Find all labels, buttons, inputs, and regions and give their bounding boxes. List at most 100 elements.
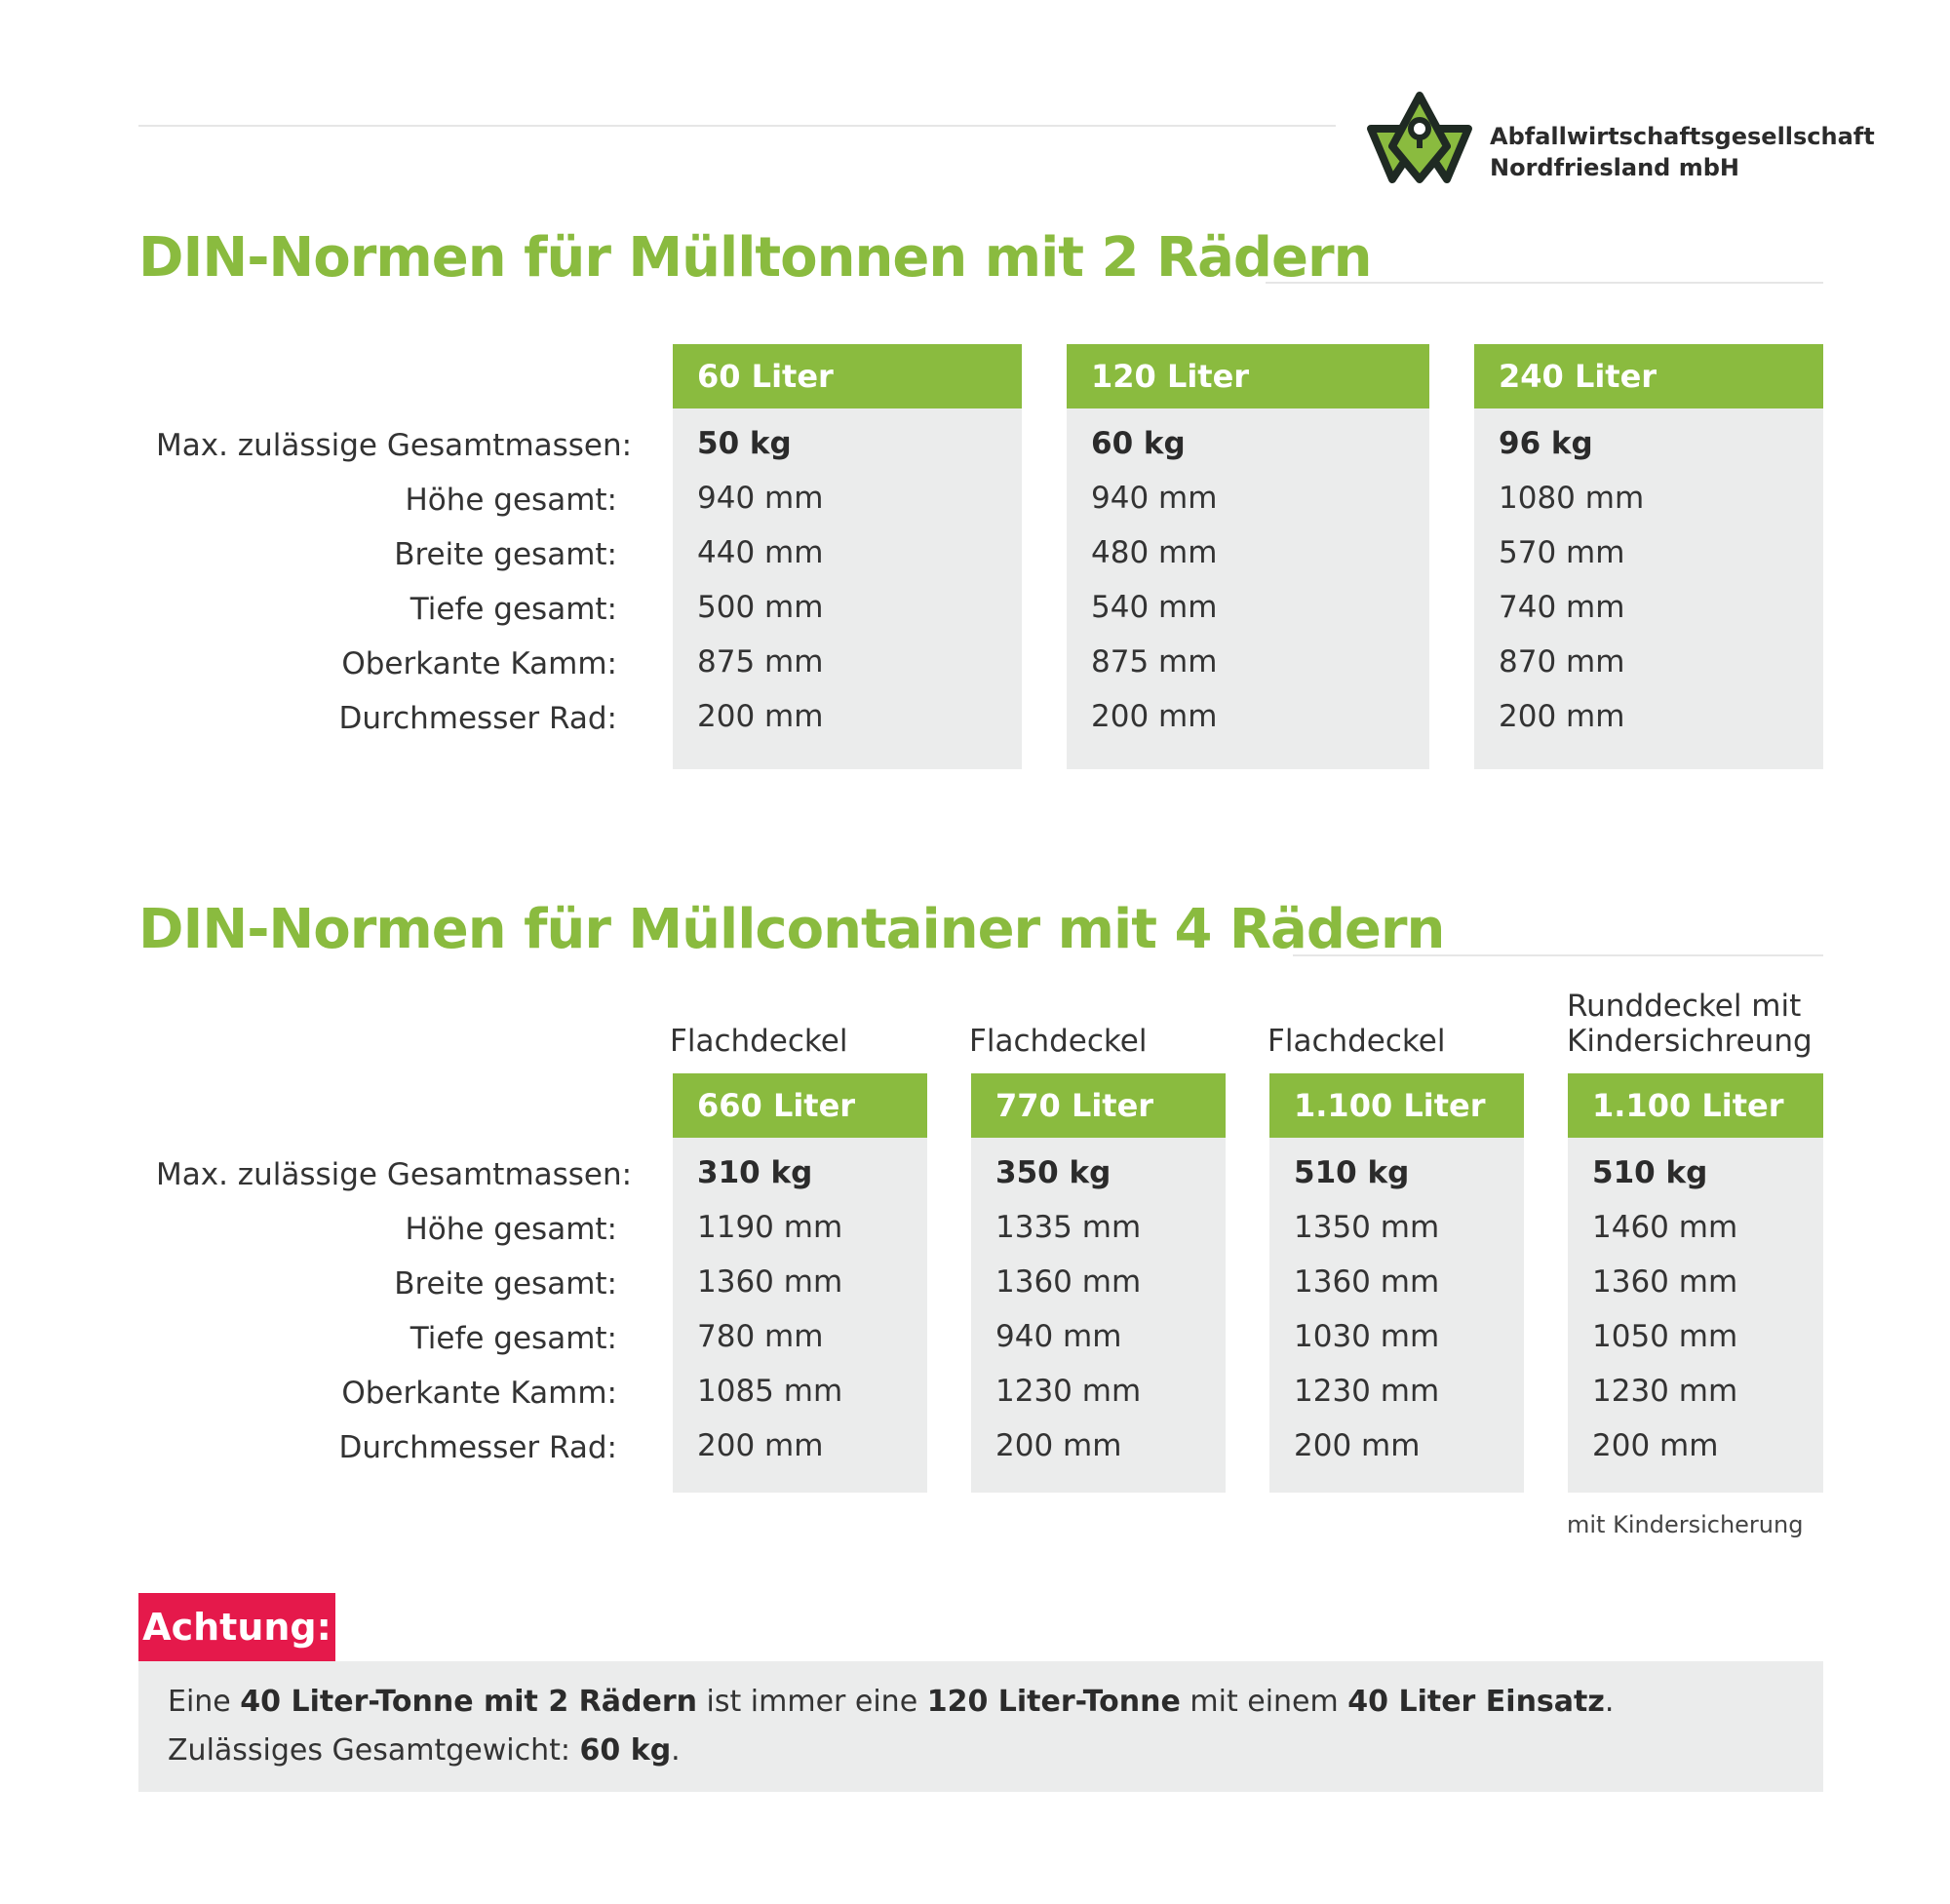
value-comb-height: 875 mm bbox=[1091, 644, 1218, 680]
value-mass: 510 kg bbox=[1294, 1155, 1410, 1190]
lid-type-1100-round: Runddeckel mit Kindersichreung bbox=[1567, 989, 1813, 1059]
value-mass: 350 kg bbox=[995, 1155, 1112, 1190]
value-depth: 780 mm bbox=[697, 1319, 824, 1354]
column-values: 350 kg 1335 mm 1360 mm 940 mm 1230 mm 20… bbox=[971, 1138, 1226, 1493]
text-bold: 40 Liter Einsatz bbox=[1347, 1685, 1605, 1719]
row-label-comb-height: Oberkante Kamm: bbox=[341, 646, 617, 681]
text: mit einem bbox=[1180, 1685, 1348, 1719]
row-label-mass: Max. zulässige Gesamtmassen: bbox=[156, 1157, 633, 1192]
value-depth: 1050 mm bbox=[1592, 1319, 1738, 1354]
value-wheel-diameter: 200 mm bbox=[1499, 699, 1625, 734]
column-values: 60 kg 940 mm 480 mm 540 mm 875 mm 200 mm bbox=[1067, 408, 1429, 769]
row-label-height: Höhe gesamt: bbox=[405, 483, 617, 518]
value-comb-height: 1230 mm bbox=[1592, 1374, 1738, 1409]
value-wheel-diameter: 200 mm bbox=[1091, 699, 1218, 734]
lid-type-770: Flachdeckel bbox=[969, 1024, 1148, 1059]
column-header: 770 Liter bbox=[971, 1073, 1226, 1138]
value-height: 1335 mm bbox=[995, 1210, 1142, 1245]
text-bold: 60 kg bbox=[579, 1733, 672, 1768]
value-height: 940 mm bbox=[697, 481, 824, 516]
value-wheel-diameter: 200 mm bbox=[697, 1428, 824, 1463]
value-width: 440 mm bbox=[697, 535, 824, 570]
row-label-depth: Tiefe gesamt: bbox=[410, 592, 617, 627]
lid-type-line1: Runddeckel mit bbox=[1567, 989, 1802, 1024]
warning-line2: Zulässiges Gesamtgewicht: 60 kg. bbox=[168, 1733, 681, 1768]
row-label-wheel-diameter: Durchmesser Rad: bbox=[338, 1430, 618, 1465]
container-column-1100-flat: 1.100 Liter 510 kg 1350 mm 1360 mm 1030 … bbox=[1269, 1073, 1524, 1493]
text: ist immer eine bbox=[696, 1685, 927, 1719]
section2-title-divider bbox=[1293, 954, 1823, 956]
column-values: 310 kg 1190 mm 1360 mm 780 mm 1085 mm 20… bbox=[673, 1138, 927, 1493]
text: . bbox=[671, 1733, 681, 1768]
section1-title-divider bbox=[1266, 282, 1823, 284]
value-width: 480 mm bbox=[1091, 535, 1218, 570]
value-mass: 50 kg bbox=[697, 426, 792, 461]
text-bold: 120 Liter-Tonne bbox=[926, 1685, 1181, 1719]
value-depth: 540 mm bbox=[1091, 590, 1218, 625]
lid-type-1100-flat: Flachdeckel bbox=[1268, 1024, 1446, 1059]
value-mass: 60 kg bbox=[1091, 426, 1186, 461]
value-depth: 940 mm bbox=[995, 1319, 1122, 1354]
container-column-660: 660 Liter 310 kg 1190 mm 1360 mm 780 mm … bbox=[673, 1073, 927, 1493]
container-column-1100-round: 1.100 Liter 510 kg 1460 mm 1360 mm 1050 … bbox=[1568, 1073, 1823, 1493]
value-depth: 1030 mm bbox=[1294, 1319, 1440, 1354]
footnote: mit Kindersicherung bbox=[1567, 1511, 1804, 1538]
column-header: 60 Liter bbox=[673, 344, 1022, 408]
row-label-comb-height: Oberkante Kamm: bbox=[341, 1376, 617, 1411]
row-label-wheel-diameter: Durchmesser Rad: bbox=[338, 701, 618, 736]
value-mass: 310 kg bbox=[697, 1155, 813, 1190]
row-label-height: Höhe gesamt: bbox=[405, 1212, 617, 1247]
value-width: 1360 mm bbox=[697, 1264, 843, 1300]
value-height: 1190 mm bbox=[697, 1210, 843, 1245]
column-header: 120 Liter bbox=[1067, 344, 1429, 408]
company-logo-icon bbox=[1367, 92, 1472, 183]
row-label-mass: Max. zulässige Gesamtmassen: bbox=[156, 428, 633, 463]
column-header: 1.100 Liter bbox=[1269, 1073, 1524, 1138]
value-wheel-diameter: 200 mm bbox=[1294, 1428, 1421, 1463]
value-width: 570 mm bbox=[1499, 535, 1625, 570]
row-label-depth: Tiefe gesamt: bbox=[410, 1321, 617, 1356]
row-label-width: Breite gesamt: bbox=[394, 537, 617, 572]
section2-row-labels: Max. zulässige Gesamtmassen: Höhe gesamt… bbox=[156, 1147, 633, 1475]
value-width: 1360 mm bbox=[995, 1264, 1142, 1300]
value-width: 1360 mm bbox=[1294, 1264, 1440, 1300]
warning-box: Eine 40 Liter-Tonne mit 2 Rädern ist imm… bbox=[138, 1661, 1823, 1792]
value-comb-height: 1085 mm bbox=[697, 1374, 843, 1409]
lid-type-line2: Kindersichreung bbox=[1567, 1024, 1813, 1059]
column-header: 1.100 Liter bbox=[1568, 1073, 1823, 1138]
header-divider bbox=[138, 125, 1336, 127]
value-comb-height: 875 mm bbox=[697, 644, 824, 680]
value-mass: 510 kg bbox=[1592, 1155, 1708, 1190]
text: Zulässiges Gesamtgewicht: bbox=[168, 1733, 580, 1768]
text: Eine bbox=[168, 1685, 241, 1719]
value-height: 1460 mm bbox=[1592, 1210, 1738, 1245]
value-wheel-diameter: 200 mm bbox=[1592, 1428, 1719, 1463]
bin-column-240: 240 Liter 96 kg 1080 mm 570 mm 740 mm 87… bbox=[1474, 344, 1823, 769]
value-width: 1360 mm bbox=[1592, 1264, 1738, 1300]
section1-row-labels: Max. zulässige Gesamtmassen: Höhe gesamt… bbox=[156, 418, 633, 746]
company-name: Abfallwirtschaftsgesellschaft Nordfriesl… bbox=[1490, 121, 1875, 183]
container-column-770: 770 Liter 350 kg 1335 mm 1360 mm 940 mm … bbox=[971, 1073, 1226, 1493]
company-name-line1: Abfallwirtschaftsgesellschaft bbox=[1490, 123, 1875, 150]
company-name-line2: Nordfriesland mbH bbox=[1490, 154, 1739, 181]
value-height: 1080 mm bbox=[1499, 481, 1645, 516]
value-height: 940 mm bbox=[1091, 481, 1218, 516]
column-values: 510 kg 1350 mm 1360 mm 1030 mm 1230 mm 2… bbox=[1269, 1138, 1524, 1493]
value-depth: 740 mm bbox=[1499, 590, 1625, 625]
section2-title: DIN-Normen für Müllcontainer mit 4 Räder… bbox=[138, 898, 1445, 961]
value-height: 1350 mm bbox=[1294, 1210, 1440, 1245]
warning-label: Achtung: bbox=[138, 1593, 335, 1661]
bin-column-120: 120 Liter 60 kg 940 mm 480 mm 540 mm 875… bbox=[1067, 344, 1429, 769]
lid-type-660: Flachdeckel bbox=[670, 1024, 848, 1059]
value-mass: 96 kg bbox=[1499, 426, 1593, 461]
text: . bbox=[1604, 1685, 1615, 1719]
section1-title: DIN-Normen für Mülltonnen mit 2 Rädern bbox=[138, 226, 1372, 290]
value-depth: 500 mm bbox=[697, 590, 824, 625]
column-values: 50 kg 940 mm 440 mm 500 mm 875 mm 200 mm bbox=[673, 408, 1022, 769]
value-comb-height: 1230 mm bbox=[995, 1374, 1142, 1409]
column-values: 510 kg 1460 mm 1360 mm 1050 mm 1230 mm 2… bbox=[1568, 1138, 1823, 1493]
bin-column-60: 60 Liter 50 kg 940 mm 440 mm 500 mm 875 … bbox=[673, 344, 1022, 769]
value-comb-height: 1230 mm bbox=[1294, 1374, 1440, 1409]
row-label-width: Breite gesamt: bbox=[394, 1266, 617, 1302]
text-bold: 40 Liter-Tonne mit 2 Rädern bbox=[240, 1685, 697, 1719]
